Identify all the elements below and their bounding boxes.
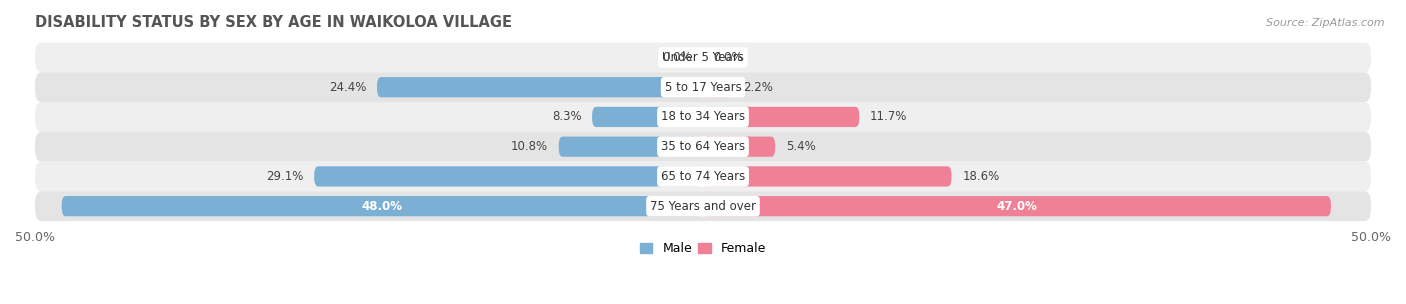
Text: 0.0%: 0.0% [662, 51, 692, 64]
FancyBboxPatch shape [35, 132, 1371, 161]
FancyBboxPatch shape [35, 102, 1371, 132]
Text: 24.4%: 24.4% [329, 81, 367, 94]
Text: 8.3%: 8.3% [551, 110, 582, 123]
Text: 10.8%: 10.8% [510, 140, 548, 153]
FancyBboxPatch shape [592, 107, 703, 127]
FancyBboxPatch shape [703, 166, 952, 187]
FancyBboxPatch shape [62, 196, 703, 216]
Text: Under 5 Years: Under 5 Years [662, 51, 744, 64]
FancyBboxPatch shape [377, 77, 703, 97]
FancyBboxPatch shape [314, 166, 703, 187]
FancyBboxPatch shape [35, 43, 1371, 72]
Text: 18.6%: 18.6% [962, 170, 1000, 183]
Text: 65 to 74 Years: 65 to 74 Years [661, 170, 745, 183]
Text: 29.1%: 29.1% [266, 170, 304, 183]
FancyBboxPatch shape [558, 136, 703, 157]
Text: 11.7%: 11.7% [870, 110, 907, 123]
FancyBboxPatch shape [703, 77, 733, 97]
Text: 35 to 64 Years: 35 to 64 Years [661, 140, 745, 153]
Text: 5 to 17 Years: 5 to 17 Years [665, 81, 741, 94]
Text: 0.0%: 0.0% [714, 51, 744, 64]
FancyBboxPatch shape [703, 107, 859, 127]
Text: 5.4%: 5.4% [786, 140, 815, 153]
FancyBboxPatch shape [35, 191, 1371, 221]
Text: 18 to 34 Years: 18 to 34 Years [661, 110, 745, 123]
FancyBboxPatch shape [35, 161, 1371, 191]
Text: 2.2%: 2.2% [744, 81, 773, 94]
FancyBboxPatch shape [35, 72, 1371, 102]
Text: 48.0%: 48.0% [361, 200, 404, 213]
Text: Source: ZipAtlas.com: Source: ZipAtlas.com [1267, 18, 1385, 28]
FancyBboxPatch shape [703, 136, 775, 157]
FancyBboxPatch shape [703, 196, 1331, 216]
Text: 75 Years and over: 75 Years and over [650, 200, 756, 213]
Legend: Male, Female: Male, Female [636, 237, 770, 261]
Text: 47.0%: 47.0% [997, 200, 1038, 213]
Text: DISABILITY STATUS BY SEX BY AGE IN WAIKOLOA VILLAGE: DISABILITY STATUS BY SEX BY AGE IN WAIKO… [35, 15, 512, 30]
